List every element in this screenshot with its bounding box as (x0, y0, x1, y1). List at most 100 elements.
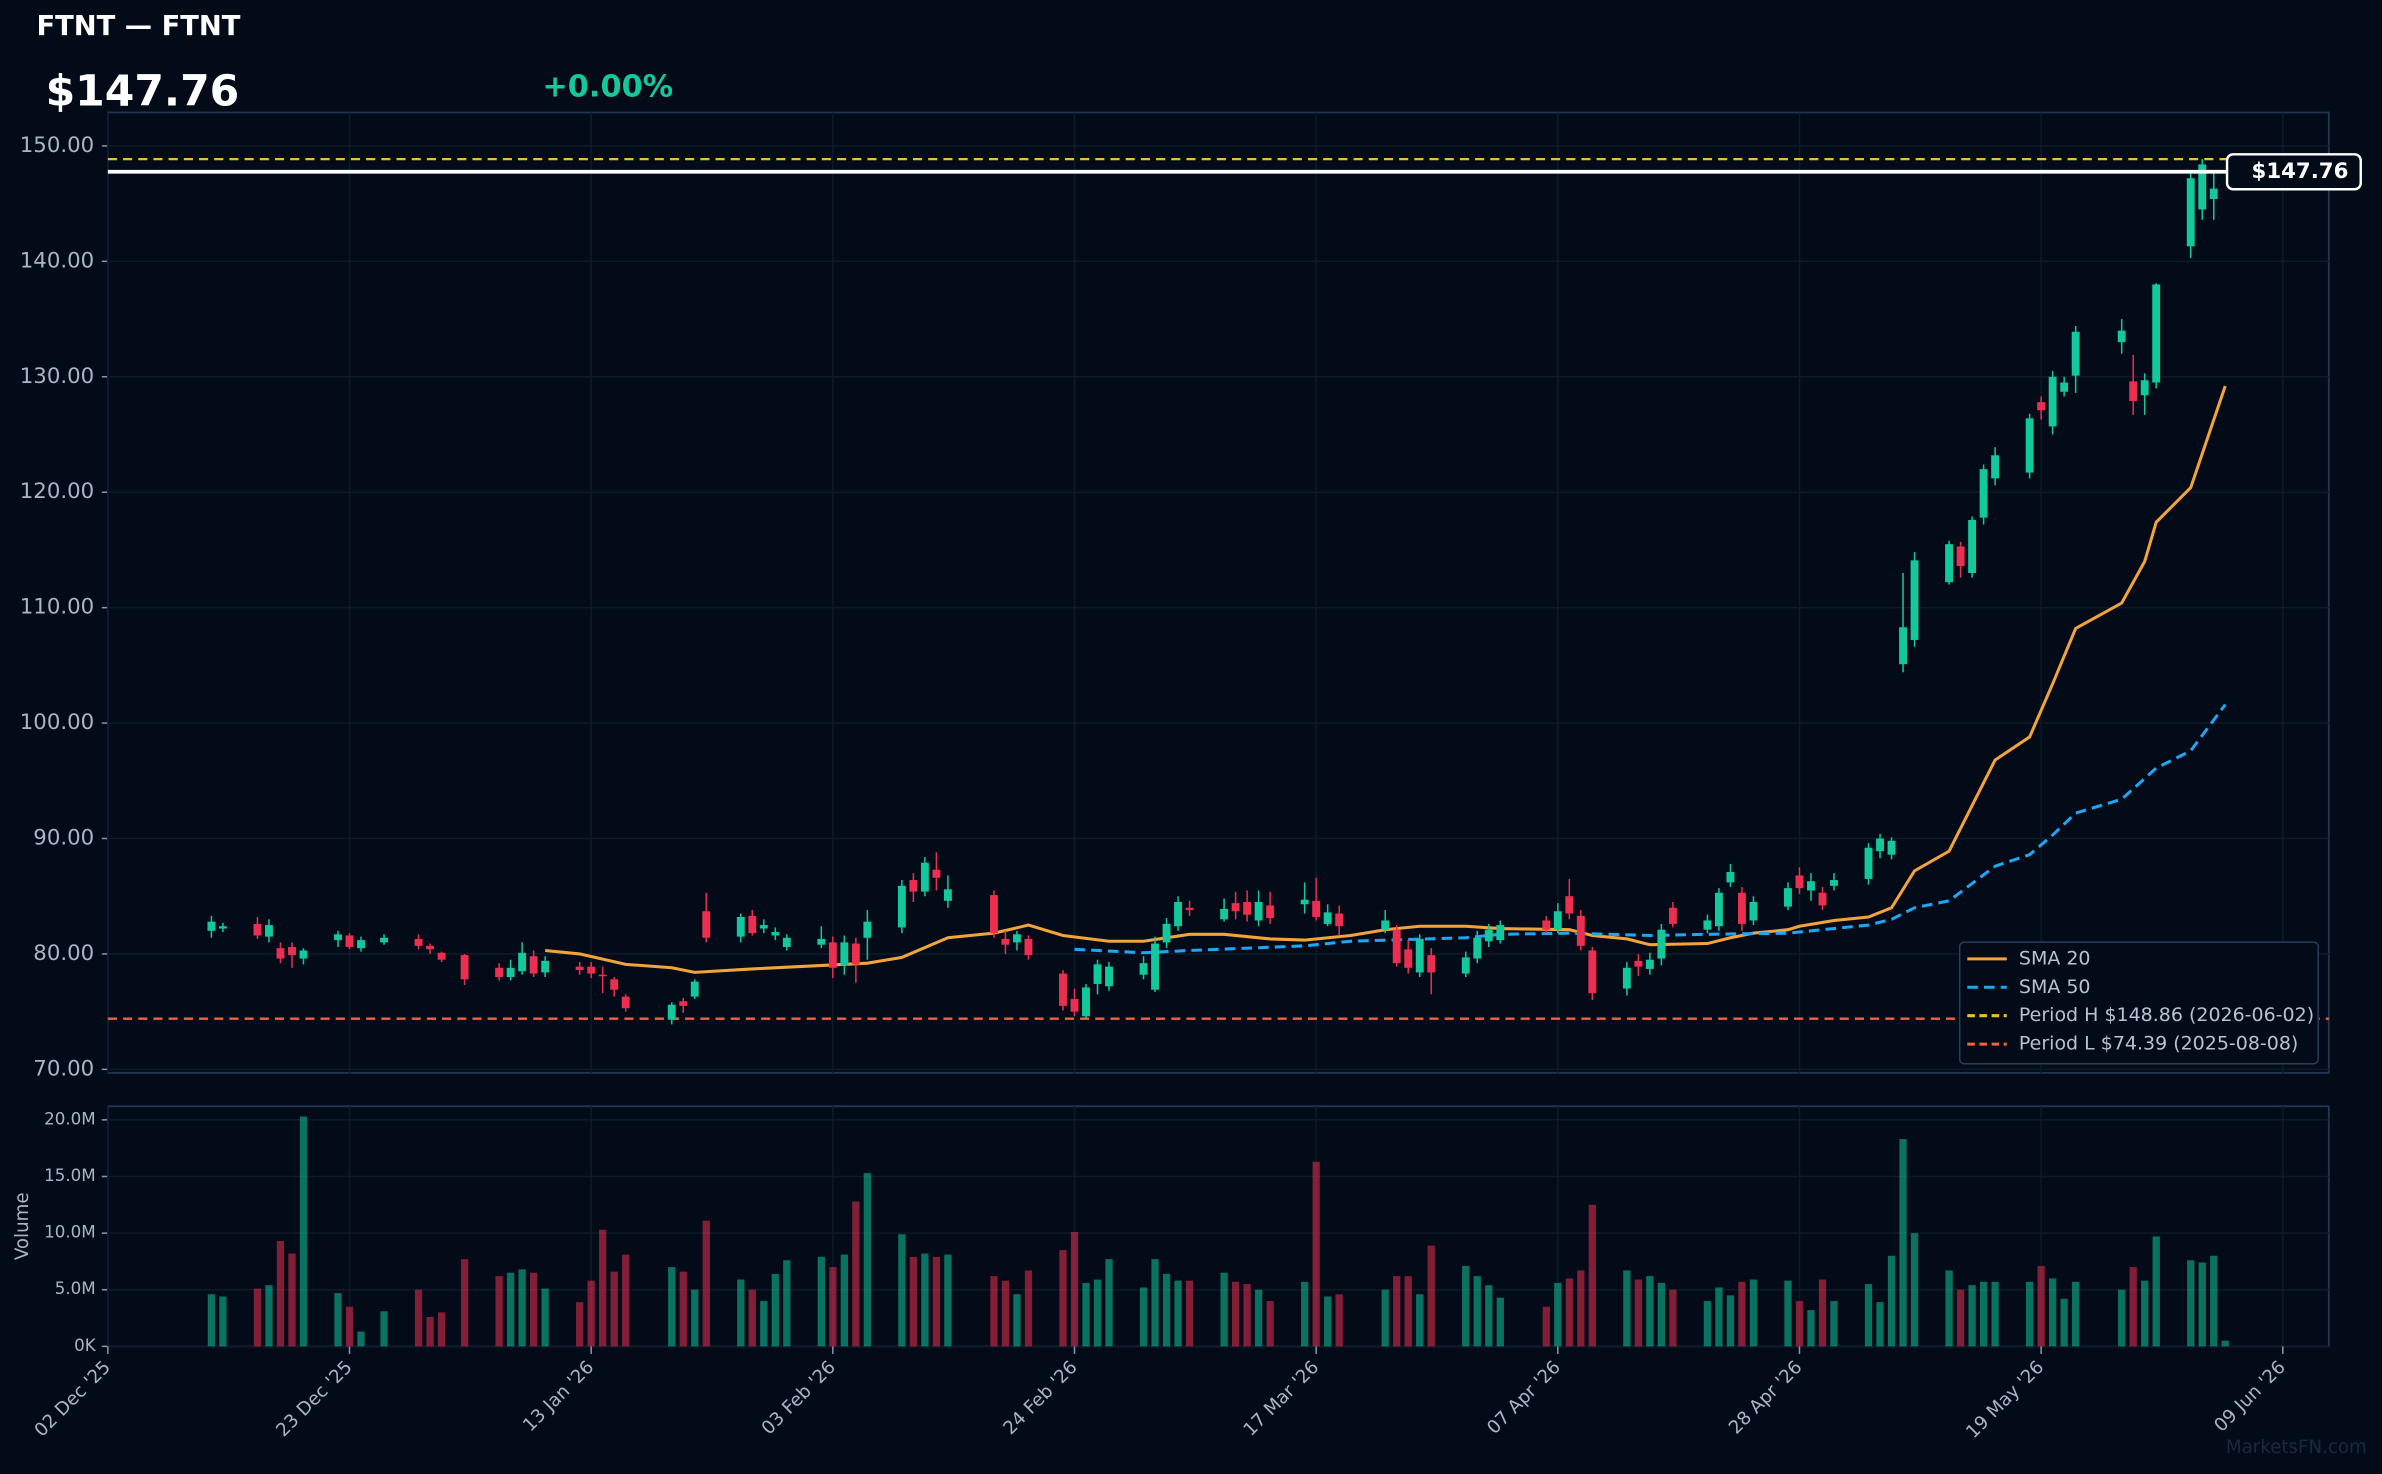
volume-bar (1669, 1289, 1677, 1347)
candle-body (541, 960, 550, 973)
volume-bar (944, 1254, 952, 1347)
volume-bar (1876, 1302, 1884, 1347)
legend-label: SMA 20 (2019, 947, 2091, 969)
volume-bar (1266, 1301, 1274, 1347)
candle-body (610, 979, 619, 990)
candle-body (920, 862, 929, 892)
candle-body (1749, 901, 1758, 921)
volume-bar (829, 1267, 837, 1347)
candle-body (1254, 901, 1263, 921)
candle-body (1657, 929, 1666, 959)
candle-body (1645, 959, 1654, 969)
candle-body (748, 915, 757, 934)
candle-body (1945, 544, 1954, 583)
candle-body (1887, 840, 1896, 855)
candle-body (218, 926, 227, 929)
candle-body (1588, 950, 1597, 994)
volume-bar (1070, 1231, 1079, 1347)
candle-body (2048, 376, 2057, 427)
volume-bar (679, 1271, 687, 1347)
candle-body (1899, 627, 1907, 665)
volume-bar (426, 1316, 434, 1347)
candle-body (1956, 546, 1965, 567)
candle-body (840, 942, 849, 966)
volume-bar (1416, 1294, 1424, 1347)
volume-bar (599, 1229, 607, 1347)
volume-bar (1496, 1297, 1504, 1347)
volume-bar (1830, 1301, 1838, 1347)
candle-body (1668, 907, 1677, 924)
volume-bar (1324, 1296, 1332, 1347)
candle-body (1991, 455, 2000, 479)
volume-bar (1807, 1310, 1815, 1347)
volume-bar (1749, 1279, 1758, 1347)
sma-line (544, 385, 2227, 974)
candle-body (1542, 920, 1551, 930)
volume-bar (668, 1267, 676, 1347)
volume-bar (380, 1311, 388, 1347)
candle-body (380, 937, 388, 943)
candle-body (437, 952, 446, 960)
candle-body (587, 966, 596, 974)
volume-bar (207, 1294, 216, 1347)
candle-body (1243, 901, 1252, 915)
volume-bar (2198, 1262, 2206, 1347)
volume-bar (1082, 1282, 1090, 1347)
volume-bar (2221, 1340, 2229, 1347)
candle-body (506, 967, 515, 978)
volume-bar (622, 1254, 630, 1347)
volume-bar (1024, 1270, 1033, 1347)
candle-body (909, 880, 918, 892)
volume-bar (748, 1289, 756, 1347)
volume-bar (1588, 1204, 1596, 1347)
volume-bar (1381, 1289, 1389, 1347)
candle-body (1703, 920, 1712, 930)
volume-bar (1657, 1282, 1666, 1347)
volume-bar (610, 1271, 618, 1347)
volume-bar (1554, 1282, 1562, 1347)
candle-body (575, 966, 584, 971)
volume-bar (1174, 1280, 1182, 1347)
candle-body (598, 974, 607, 977)
volume-bar (2152, 1236, 2160, 1347)
candle-body (1220, 908, 1229, 920)
volume-bar (587, 1280, 595, 1347)
candle-body (1726, 871, 1735, 883)
volume-bar (1899, 1139, 1907, 1347)
y-tick-label: 15.0M (44, 1165, 96, 1185)
y-tick-label: 130.00 (20, 364, 94, 389)
legend-label: Period L $74.39 (2025-08-08) (2019, 1033, 2298, 1055)
candle-body (529, 956, 538, 974)
volume-bar (2118, 1289, 2126, 1347)
candle-body (2186, 178, 2195, 247)
candle-body (782, 937, 791, 948)
y-tick-label: 20.0M (44, 1108, 96, 1128)
candle-body (1139, 963, 1148, 975)
candle-body (1404, 949, 1413, 968)
candle-body (1231, 903, 1240, 912)
candle-body (2209, 188, 2218, 200)
candle-body (851, 943, 860, 965)
candle-body (771, 932, 780, 936)
last-price-label: $147.76 (2252, 159, 2349, 184)
volume-bar (1577, 1270, 1585, 1347)
volume-bar (1818, 1279, 1827, 1347)
volume-bar (1243, 1284, 1251, 1347)
volume-bar (771, 1273, 779, 1347)
volume-bar (1726, 1295, 1735, 1347)
volume-bar (1795, 1301, 1804, 1347)
volume-bar (2049, 1278, 2057, 1347)
sma-line (1074, 703, 2227, 955)
volume-bar (1151, 1259, 1159, 1347)
candle-body (1484, 929, 1493, 942)
candle-body (828, 942, 837, 968)
candle-body (1312, 900, 1321, 917)
volume-bar (2037, 1265, 2045, 1347)
candle-body (2129, 381, 2138, 402)
candle-body (1864, 847, 1873, 879)
volume-bar (2072, 1281, 2080, 1347)
candle-body (1001, 938, 1010, 945)
volume-bar (2025, 1281, 2034, 1347)
